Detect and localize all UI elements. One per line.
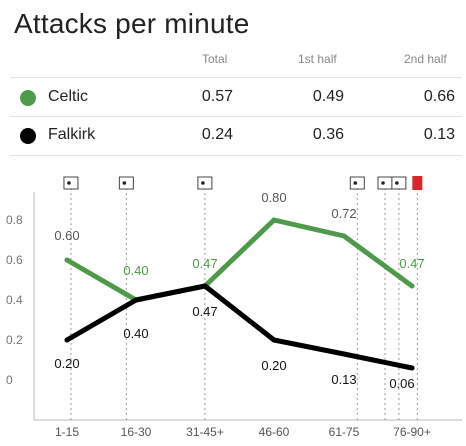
- x-tick-label: 16-30: [121, 425, 152, 439]
- data-point: [271, 217, 277, 223]
- team-name: Celtic: [48, 88, 89, 105]
- y-tick-label: 0: [6, 373, 13, 387]
- data-point: [133, 297, 139, 303]
- value-total: 0.24: [201, 126, 233, 143]
- substitution-icon-dot: [395, 181, 399, 185]
- substitution-icon-dot: [381, 181, 385, 185]
- substitution-icon: [197, 176, 213, 190]
- table-divider: [10, 116, 462, 117]
- data-label: 0.47: [192, 304, 217, 319]
- data-label: 0.40: [123, 263, 148, 278]
- data-point: [202, 283, 208, 289]
- celtic-color-dot: [20, 90, 36, 106]
- column-header-total: Total: [202, 52, 228, 66]
- table-divider: [10, 77, 462, 78]
- red-card-icon: [412, 176, 423, 190]
- substitution-icon: [349, 176, 365, 190]
- series-line-celtic: [64, 217, 415, 303]
- table-divider: [10, 155, 462, 156]
- value-total: 0.57: [201, 88, 233, 105]
- data-point: [409, 283, 415, 289]
- data-point: [341, 233, 347, 239]
- data-label: 0.06: [389, 376, 414, 391]
- data-label: 0.20: [261, 358, 286, 373]
- x-tick-label: 76-90+: [393, 425, 431, 439]
- series-line-falkirk: [64, 283, 415, 371]
- column-header-first-half: 1st half: [298, 52, 337, 66]
- data-label: 0.47: [192, 256, 217, 271]
- value-second-half: 0.13: [423, 126, 455, 143]
- y-tick-label: 0.8: [6, 213, 23, 227]
- substitution-icon-dot: [353, 181, 358, 185]
- data-label: 0.60: [54, 228, 79, 243]
- value-first-half: 0.49: [312, 88, 344, 105]
- data-point: [271, 337, 277, 343]
- data-label: 0.20: [54, 356, 79, 371]
- substitution-icon-dot: [67, 181, 71, 185]
- table-row-falkirk: Falkirk 0.24 0.36 0.13: [0, 118, 466, 154]
- page-title: Attacks per minute: [14, 8, 250, 39]
- y-tick-label: 0.4: [6, 293, 23, 307]
- substitution-icon-dot: [201, 181, 205, 185]
- x-tick-label: 61-75: [329, 425, 360, 439]
- value-first-half: 0.36: [312, 126, 344, 143]
- data-label: 0.72: [331, 206, 356, 221]
- data-point: [64, 257, 70, 263]
- team-name: Falkirk: [48, 126, 96, 143]
- data-point: [64, 337, 70, 343]
- substitution-icon: [377, 176, 393, 190]
- substitution-icon: [63, 176, 79, 190]
- substitution-icon: [391, 176, 407, 190]
- data-label: 0.80: [261, 190, 286, 205]
- column-header-second-half: 2nd half: [404, 52, 447, 66]
- data-point: [341, 351, 347, 357]
- x-tick-label: 46-60: [259, 425, 290, 439]
- substitution-icon: [118, 176, 134, 190]
- value-second-half: 0.66: [423, 88, 455, 105]
- data-point: [409, 365, 415, 371]
- attacks-line-chart: 0 0.2 0.4 0.6 0.8 1-15 16-30 31-45+ 46-60 61-75 76…: [6, 176, 462, 439]
- substitution-icon-dot: [122, 181, 127, 185]
- y-tick-label: 0.6: [6, 253, 23, 267]
- data-label: 0.40: [123, 326, 148, 341]
- y-tick-label: 0.2: [6, 333, 23, 347]
- data-label: 0.47: [399, 256, 424, 271]
- x-tick-label: 31-45+: [186, 425, 224, 439]
- falkirk-color-dot: [20, 128, 36, 144]
- data-label: 0.13: [331, 372, 356, 387]
- x-tick-label: 1-15: [55, 425, 79, 439]
- table-row-celtic: Celtic 0.57 0.49 0.66: [0, 80, 466, 116]
